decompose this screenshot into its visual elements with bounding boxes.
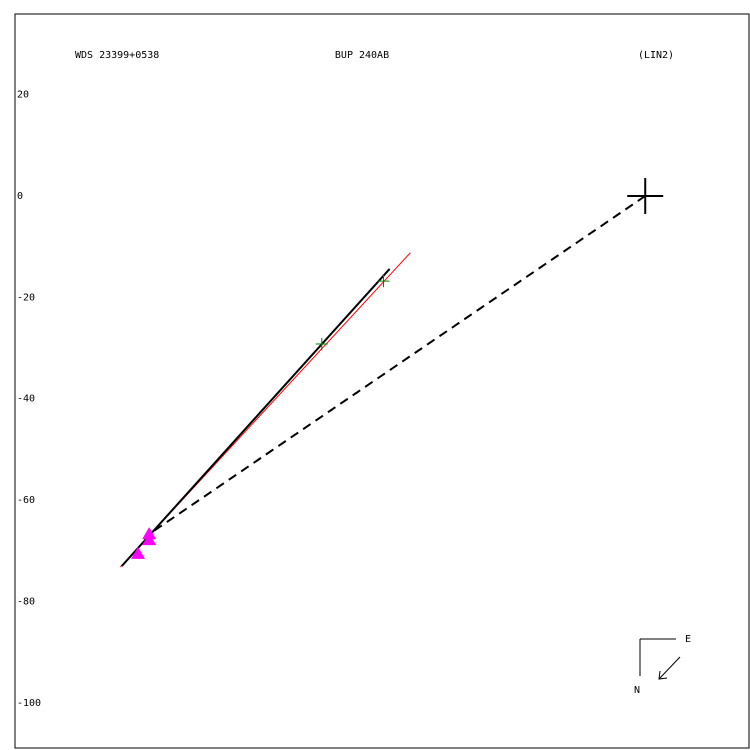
observation xyxy=(131,546,146,559)
reference-label: (LIN2) xyxy=(638,50,674,61)
wds-label: WDS 23399+0538 xyxy=(75,50,159,61)
ephemeris-point xyxy=(315,337,328,350)
separation-line xyxy=(151,195,646,533)
compass-east: E xyxy=(685,634,691,645)
chart-title: BUP 240AB xyxy=(335,50,389,61)
compass xyxy=(639,638,681,680)
motion-arrow xyxy=(658,656,681,680)
y-tick-label: -60 xyxy=(17,495,35,506)
orbit-line xyxy=(121,268,391,567)
y-tick-label: 20 xyxy=(17,90,29,101)
observation xyxy=(142,533,157,546)
observation xyxy=(142,527,157,540)
y-tick-label: -100 xyxy=(17,698,41,709)
y-tick-label: -40 xyxy=(17,394,35,405)
y-tick-label: 0 xyxy=(17,191,23,202)
ephemeris-point xyxy=(377,275,390,288)
motion-arrow-head xyxy=(658,670,668,680)
primary-star xyxy=(627,177,664,214)
y-tick-label: -20 xyxy=(17,292,35,303)
y-tick-label: -80 xyxy=(17,597,35,608)
plot-frame xyxy=(14,13,750,749)
compass-north: N xyxy=(634,685,640,696)
